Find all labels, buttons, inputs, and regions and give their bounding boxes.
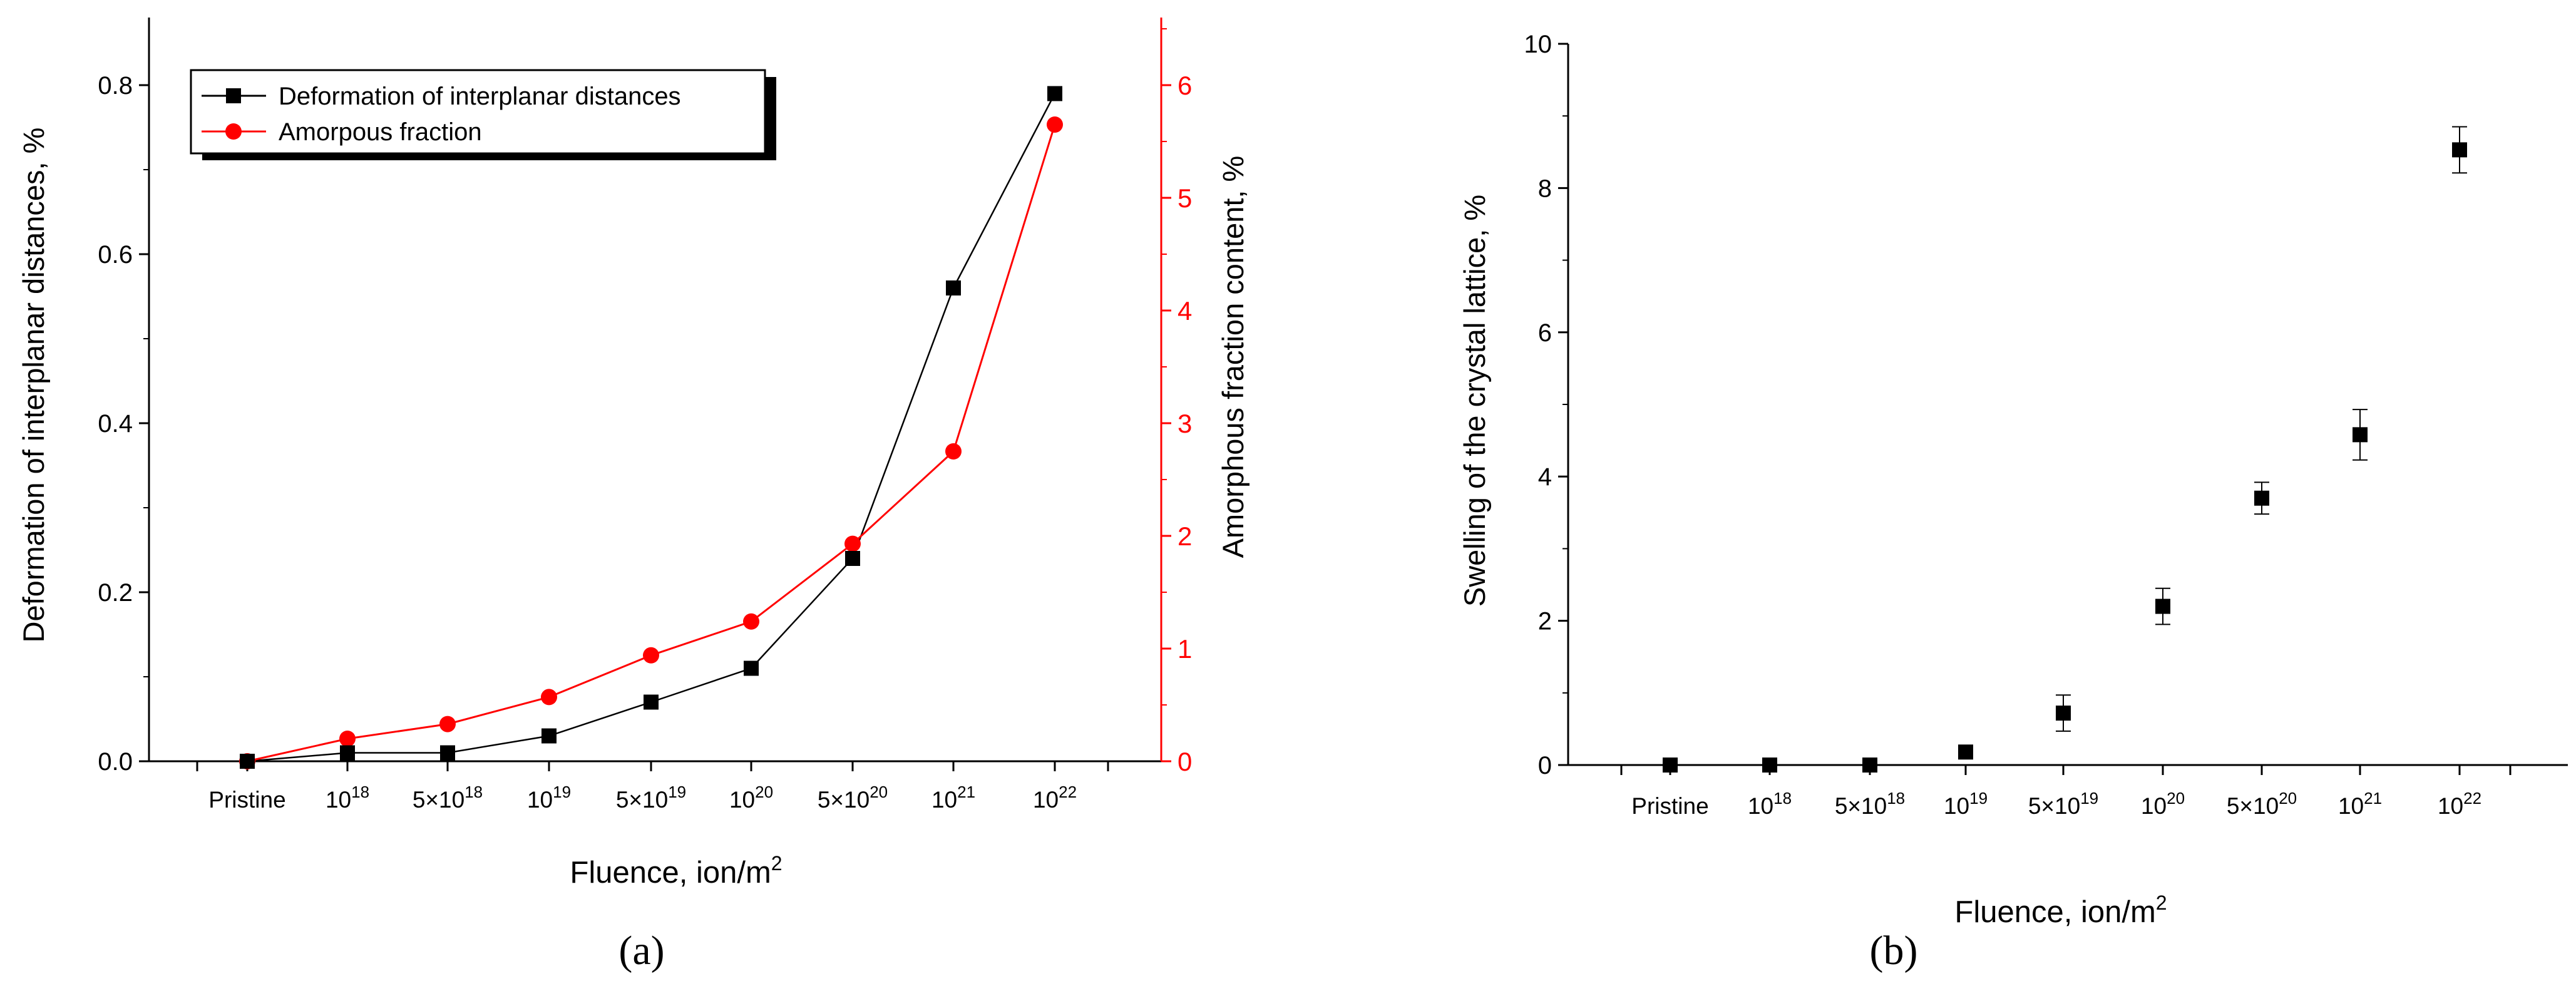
chart-b-point — [1862, 758, 1877, 773]
chart-b-xtick-label: Pristine — [1631, 793, 1708, 819]
chart-b-ytick-label: 10 — [1524, 31, 1552, 58]
chart-b-xtick-label: 5×1020 — [2227, 789, 2297, 819]
chart-b-xtick-label: 1021 — [2338, 789, 2382, 819]
chart-b-ytick-label: 8 — [1538, 175, 1552, 202]
chart-b: 0 2 4 6 8 10 Pristine 1018 5×1018 1019 5×1019 1020 5… — [1458, 31, 2568, 973]
chart-a-series-amorphous-line — [247, 124, 1056, 763]
chart-a-ytick-label: 0.0 — [98, 748, 133, 776]
chart-a-point-deformation — [240, 754, 255, 769]
chart-a: 0.0 0.2 0.4 0.6 0.8 0 1 2 3 4 5 6 Pristine 1018 5×1018… — [17, 18, 1250, 973]
chart-a-ytick-label: 0.8 — [98, 72, 133, 100]
chart-a-ytick-right-label: 2 — [1178, 521, 1192, 551]
chart-b-xtick-label: 1019 — [1944, 789, 1988, 819]
chart-b-xlabel-base: Fluence, ion/m — [1954, 895, 2155, 929]
chart-b-point — [2056, 706, 2071, 721]
chart-a-legend-box — [190, 69, 766, 155]
legend-label-amorphous: Amorpous fraction — [279, 118, 482, 146]
chart-b-panel-label: (b) — [1870, 928, 1918, 973]
chart-a-ytick-label: 0.6 — [98, 241, 133, 269]
chart-b-xtick-label: 1020 — [2141, 789, 2185, 819]
chart-a-point-amorphous — [439, 716, 456, 732]
chart-b-xlabel-exp: 2 — [2156, 891, 2167, 914]
chart-a-ytick-right-label: 6 — [1178, 71, 1192, 100]
chart-a-point-deformation — [845, 551, 860, 566]
chart-b-xtick-label: 1018 — [1748, 789, 1792, 819]
legend-label-deformation: Deformation of interplanar distances — [279, 83, 681, 110]
chart-b-point — [2254, 490, 2269, 506]
chart-a-ylabel-right: Amorphous fraction content, % — [1216, 156, 1250, 558]
chart-b-xtick-label: 5×1019 — [2028, 789, 2098, 819]
legend-marker-amorphous — [225, 123, 242, 140]
chart-a-point-deformation — [644, 694, 659, 710]
chart-b-xtick-label: 1022 — [2438, 789, 2481, 819]
chart-a-xtick-label: Pristine — [208, 787, 285, 813]
chart-a-point-amorphous — [643, 647, 659, 664]
chart-a-ytick-right-label: 5 — [1178, 183, 1192, 213]
chart-a-ytick-right-label: 3 — [1178, 409, 1192, 438]
legend-marker-deformation — [226, 88, 241, 103]
chart-a-point-deformation — [946, 280, 961, 295]
chart-a-ytick-label: 0.2 — [98, 579, 133, 607]
chart-a-ytick-right-label: 4 — [1178, 296, 1192, 326]
chart-a-xlabel-base: Fluence, ion/m — [570, 856, 771, 890]
chart-b-point — [2452, 142, 2467, 158]
chart-b-xtick-label: 5×1018 — [1835, 789, 1905, 819]
chart-b-point — [1762, 758, 1777, 773]
chart-a-point-amorphous — [945, 443, 962, 460]
chart-a-ylabel: Deformation of interplanar distances, % — [17, 128, 50, 643]
chart-a-point-amorphous — [743, 613, 759, 630]
chart-a-panel-label: (a) — [618, 928, 664, 973]
chart-a-xlabel: Fluence, ion/m2 — [570, 852, 782, 890]
chart-a-xtick-label: 1022 — [1033, 783, 1077, 813]
chart-a-point-amorphous — [1047, 116, 1063, 133]
chart-a-ytick-right-label: 0 — [1178, 747, 1192, 776]
chart-a-xtick-label: 5×1018 — [413, 783, 483, 813]
chart-b-point — [1663, 758, 1678, 773]
chart-b-ytick-label: 4 — [1538, 463, 1552, 491]
chart-a-xtick-label: 1021 — [931, 783, 975, 813]
chart-b-point — [2353, 427, 2368, 443]
chart-b-ytick-label: 0 — [1538, 752, 1552, 779]
chart-a-xtick-label: 1018 — [326, 783, 369, 813]
chart-a-point-deformation — [744, 660, 759, 676]
chart-b-xlabel: Fluence, ion/m2 — [1954, 891, 2167, 929]
chart-a-xtick-label: 5×1020 — [818, 783, 888, 813]
chart-b-ytick-label: 6 — [1538, 319, 1552, 347]
chart-a-ytick-label: 0.4 — [98, 410, 133, 438]
chart-a-point-amorphous — [844, 535, 861, 552]
chart-a-point-amorphous — [339, 731, 356, 747]
chart-a-xtick-label: 1019 — [527, 783, 571, 813]
chart-a-point-amorphous — [541, 689, 557, 706]
chart-a-xtick-label: 5×1019 — [616, 783, 686, 813]
chart-a-ytick-right-label: 1 — [1178, 634, 1192, 664]
chart-b-point — [1958, 744, 1973, 760]
chart-a-point-deformation — [541, 728, 557, 744]
chart-a-point-deformation — [440, 745, 455, 761]
chart-a-xtick-label: 1020 — [729, 783, 773, 813]
chart-b-point — [2155, 598, 2170, 614]
chart-a-point-deformation — [1047, 86, 1062, 101]
chart-b-ylabel: Swelling of the crystal lattice, % — [1458, 195, 1491, 607]
chart-b-ytick-label: 2 — [1538, 608, 1552, 635]
chart-a-point-deformation — [340, 745, 355, 761]
chart-a-xlabel-exp: 2 — [771, 852, 783, 875]
